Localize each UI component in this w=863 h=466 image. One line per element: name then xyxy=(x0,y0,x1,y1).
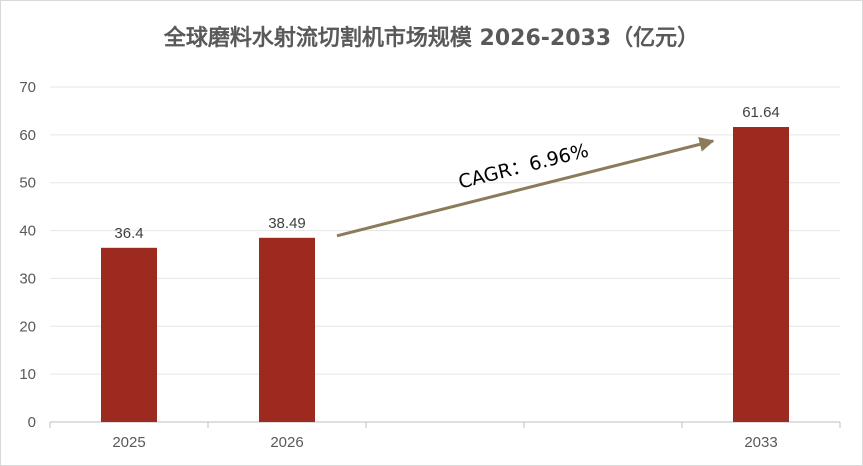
x-tick-label-2033: 2033 xyxy=(744,434,777,451)
y-tick-label: 40 xyxy=(19,223,36,240)
x-tick-label-2025: 2025 xyxy=(112,434,145,451)
bar-2026 xyxy=(259,237,315,422)
cagr-label: CAGR：6.96% xyxy=(456,140,591,194)
data-label-2026: 38.49 xyxy=(268,215,306,232)
y-tick-label: 50 xyxy=(19,175,36,192)
chart-title: 全球磨料水射流切割机市场规模 2026-2033（亿元） xyxy=(163,26,700,51)
data-label-2033: 61.64 xyxy=(742,104,780,121)
bar-2033 xyxy=(733,127,789,422)
y-tick-label: 10 xyxy=(19,366,36,383)
y-tick-label: 0 xyxy=(28,414,36,431)
x-tick-label-2026: 2026 xyxy=(270,434,303,451)
y-tick-label: 60 xyxy=(19,127,36,144)
y-tick-label: 70 xyxy=(19,79,36,96)
y-tick-label: 30 xyxy=(19,270,36,287)
bar-2025 xyxy=(101,247,157,422)
data-label-2025: 36.4 xyxy=(114,225,143,242)
cagr-arrow xyxy=(336,137,715,238)
y-tick-label: 20 xyxy=(19,318,36,335)
